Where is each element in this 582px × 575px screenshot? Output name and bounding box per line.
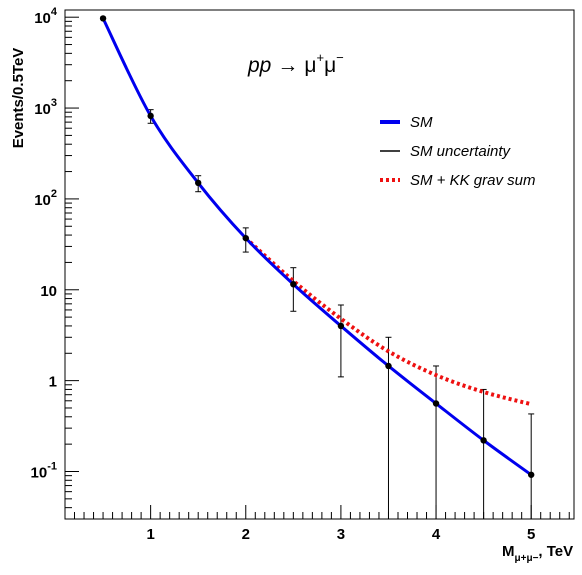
- y-tick-label: 104: [34, 6, 58, 27]
- data-points: [99, 15, 535, 478]
- x-tick-label: 2: [242, 526, 250, 543]
- y-axis-ticks: 10-1 1 10 102 103 104: [31, 6, 79, 520]
- x-tick-label: 1: [146, 526, 154, 543]
- y-tick-label: 102: [34, 188, 57, 209]
- y-tick-label: 10-1: [31, 460, 57, 481]
- x-tick-label: 5: [527, 526, 535, 543]
- sm-kk-grav-sum-line: [244, 236, 532, 407]
- data-point: [527, 471, 535, 478]
- data-point: [432, 400, 440, 407]
- y-tick-label: 1: [49, 374, 57, 391]
- data-point: [99, 15, 107, 22]
- y-tick-label: 10: [40, 283, 57, 300]
- y-tick-label: 103: [34, 97, 57, 118]
- legend-label: SM uncertainty: [410, 143, 512, 160]
- legend-label: SM + KK grav sum: [410, 172, 535, 189]
- data-point: [337, 322, 345, 330]
- x-tick-label: 4: [432, 526, 441, 543]
- data-point: [480, 437, 487, 444]
- legend: SM SM uncertainty SM + KK grav sum: [380, 114, 535, 189]
- data-point: [290, 281, 297, 288]
- x-axis-ticks: 1 2 3 4 5: [74, 505, 570, 543]
- x-tick-label: 3: [337, 526, 345, 543]
- legend-label: SM: [410, 114, 433, 131]
- sm-line: [101, 17, 533, 476]
- data-point: [242, 234, 249, 242]
- series-lines: [101, 17, 533, 476]
- data-point: [385, 362, 392, 370]
- x-axis-label: Mμ+μ−, TeV: [502, 543, 573, 564]
- plot-border: [64, 9, 575, 520]
- process-annotation: pp → μ+μ−: [247, 50, 344, 77]
- data-point: [194, 179, 202, 187]
- data-point: [147, 112, 154, 120]
- y-axis-label: Events/0.5TeV: [10, 48, 27, 149]
- plot-frame: [64, 9, 575, 520]
- error-bars: [100, 17, 535, 519]
